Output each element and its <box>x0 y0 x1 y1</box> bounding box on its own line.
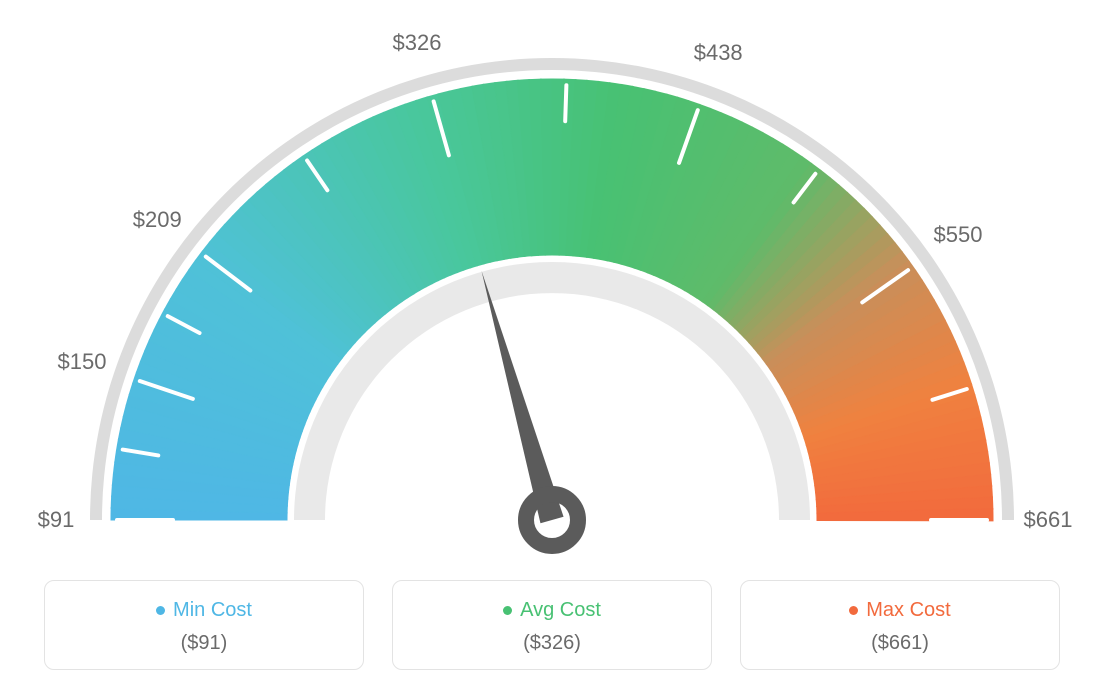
legend-card-min: Min Cost ($91) <box>44 580 364 670</box>
legend-title-max: Max Cost <box>849 599 950 622</box>
legend-label-min: Min Cost <box>173 599 252 622</box>
gauge-tick-label: $209 <box>133 207 182 233</box>
legend-value-max: ($661) <box>751 632 1049 655</box>
gauge-tick-label: $150 <box>58 349 107 375</box>
gauge-chart: $91 $150 $209 $326 $438 $550 $661 <box>0 0 1104 560</box>
legend-row: Min Cost ($91) Avg Cost ($326) Max Cost … <box>0 580 1104 670</box>
legend-value-min: ($91) <box>55 632 353 655</box>
gauge-tick-label: $438 <box>694 40 743 66</box>
legend-dot-max <box>849 606 858 615</box>
legend-title-avg: Avg Cost <box>503 599 601 622</box>
gauge-tick-label: $550 <box>934 222 983 248</box>
legend-value-avg: ($326) <box>403 632 701 655</box>
legend-dot-avg <box>503 606 512 615</box>
gauge-svg <box>0 0 1104 560</box>
gauge-tick-label: $661 <box>1024 507 1073 533</box>
gauge-tick-label: $326 <box>393 30 442 56</box>
legend-card-avg: Avg Cost ($326) <box>392 580 712 670</box>
legend-label-avg: Avg Cost <box>520 599 601 622</box>
legend-dot-min <box>156 606 165 615</box>
legend-title-min: Min Cost <box>156 599 252 622</box>
legend-card-max: Max Cost ($661) <box>740 580 1060 670</box>
legend-label-max: Max Cost <box>866 599 950 622</box>
gauge-tick-label: $91 <box>38 507 75 533</box>
